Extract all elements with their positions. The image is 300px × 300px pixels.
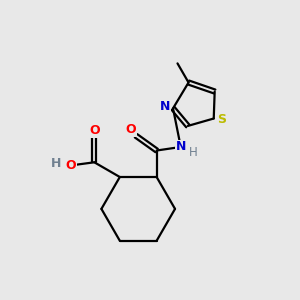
Text: H: H [189,146,197,159]
Text: O: O [125,123,136,136]
Text: S: S [218,112,226,126]
Text: N: N [176,140,186,154]
Text: O: O [65,159,76,172]
Text: N: N [160,100,170,113]
Text: O: O [89,124,100,137]
Text: H: H [51,157,61,170]
